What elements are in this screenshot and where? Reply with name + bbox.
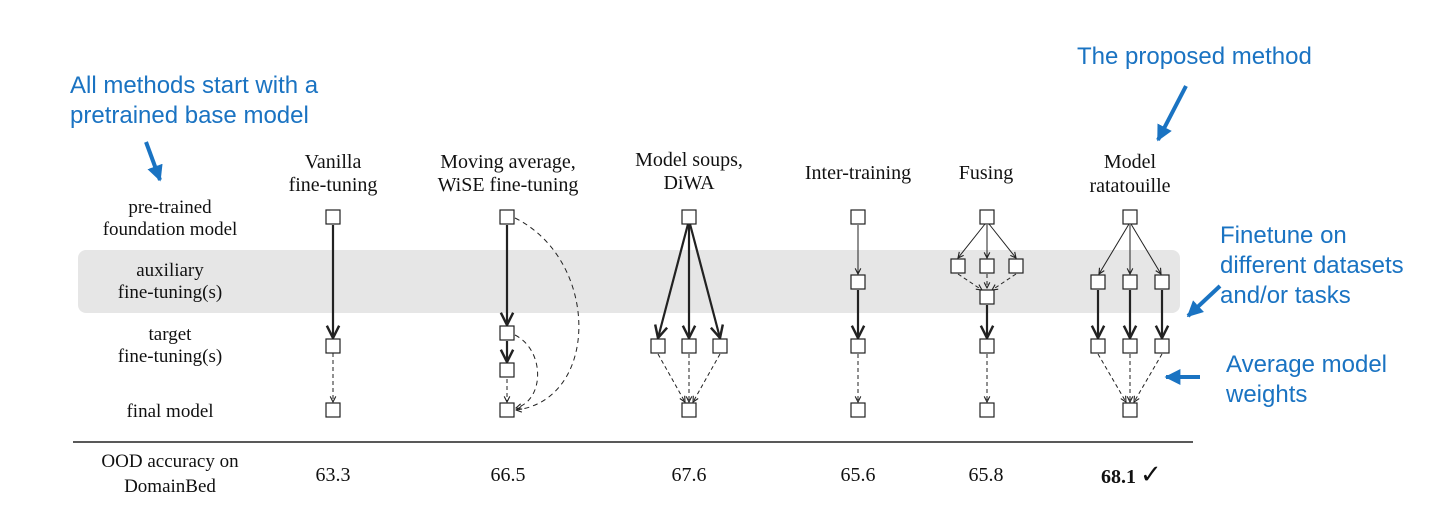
- node: [1090, 274, 1106, 290]
- svg-text:pretrained base model: pretrained base model: [70, 102, 309, 129]
- title-fusing: Fusing: [959, 162, 1013, 184]
- title-vanilla: Vanilla: [305, 151, 362, 173]
- row-label-target: target: [149, 324, 193, 345]
- node: [979, 289, 995, 305]
- node: [1122, 338, 1138, 354]
- svg-text:The proposed method: The proposed method: [1077, 43, 1312, 70]
- node: [1154, 274, 1170, 290]
- node: [681, 402, 697, 418]
- node: [499, 402, 515, 418]
- row-labels: pre-trained foundation model auxiliary f…: [103, 197, 238, 422]
- node: [499, 362, 515, 378]
- annotation-finetune: Finetune on different datasets and/or ta…: [1186, 222, 1404, 318]
- node: [979, 258, 995, 274]
- auxiliary-band: [78, 250, 1180, 313]
- svg-text:foundation model: foundation model: [103, 219, 238, 240]
- svg-text:different datasets: different datasets: [1220, 252, 1404, 279]
- graph-inter: [850, 209, 866, 418]
- method-titles: Vanilla fine-tuning Moving average, WiSE…: [289, 149, 1171, 197]
- node: [499, 325, 515, 341]
- node: [850, 274, 866, 290]
- title-ratatouille: Model: [1104, 151, 1157, 173]
- svg-text:Average model: Average model: [1226, 351, 1387, 378]
- node: [325, 402, 341, 418]
- score-vanilla: 63.3: [316, 464, 351, 486]
- node: [950, 258, 966, 274]
- node: [850, 338, 866, 354]
- checkmark-icon: ✓: [1140, 460, 1162, 489]
- node: [850, 402, 866, 418]
- row-label-auxiliary: auxiliary: [136, 260, 204, 281]
- metric-row: OOD accuracy on DomainBed 63.3 66.5 67.6…: [101, 451, 1161, 497]
- row-label-pretrained: pre-trained: [128, 197, 212, 218]
- title-moving: Moving average,: [440, 151, 576, 173]
- node: [681, 209, 697, 225]
- node: [979, 338, 995, 354]
- score-moving: 66.5: [491, 464, 526, 486]
- score-ratatouille: 68.1: [1101, 466, 1136, 488]
- score-inter: 65.6: [841, 464, 876, 486]
- node: [650, 338, 666, 354]
- graph-moving: [499, 209, 580, 418]
- annotation-proposed: The proposed method: [1077, 43, 1312, 142]
- node: [325, 209, 341, 225]
- svg-text:fine-tuning(s): fine-tuning(s): [118, 282, 222, 303]
- svg-text:Finetune on: Finetune on: [1220, 222, 1347, 249]
- node: [325, 338, 341, 354]
- svg-text:DiWA: DiWA: [663, 172, 715, 194]
- graph-fusing: [950, 209, 1024, 418]
- score-soups: 67.6: [672, 464, 707, 486]
- graph-ratatouille: [1090, 209, 1170, 418]
- svg-text:WiSE fine-tuning: WiSE fine-tuning: [438, 174, 579, 196]
- node: [850, 209, 866, 225]
- node: [499, 209, 515, 225]
- node: [979, 402, 995, 418]
- metric-label: OOD accuracy on: [101, 451, 239, 472]
- node: [712, 338, 728, 354]
- node: [1154, 338, 1170, 354]
- svg-text:fine-tuning: fine-tuning: [289, 174, 378, 196]
- svg-text:DomainBed: DomainBed: [124, 476, 216, 497]
- svg-text:fine-tuning(s): fine-tuning(s): [118, 346, 222, 367]
- node: [1122, 274, 1138, 290]
- row-label-final: final model: [126, 401, 213, 422]
- node: [1008, 258, 1024, 274]
- svg-text:and/or tasks: and/or tasks: [1220, 282, 1351, 309]
- graph-soups: [650, 209, 728, 418]
- node: [681, 338, 697, 354]
- svg-text:All methods start with a: All methods start with a: [70, 72, 319, 99]
- score-fusing: 65.8: [969, 464, 1004, 486]
- title-inter: Inter-training: [805, 162, 911, 184]
- node: [1122, 402, 1138, 418]
- svg-text:ratatouille: ratatouille: [1089, 175, 1170, 197]
- node: [1122, 209, 1138, 225]
- svg-text:weights: weights: [1225, 381, 1307, 408]
- title-soups: Model soups,: [635, 149, 743, 171]
- annotation-start: All methods start with a pretrained base…: [70, 72, 319, 182]
- graph-vanilla: [325, 209, 341, 418]
- annotation-average: Average model weights: [1164, 351, 1387, 408]
- node: [1090, 338, 1106, 354]
- node: [979, 209, 995, 225]
